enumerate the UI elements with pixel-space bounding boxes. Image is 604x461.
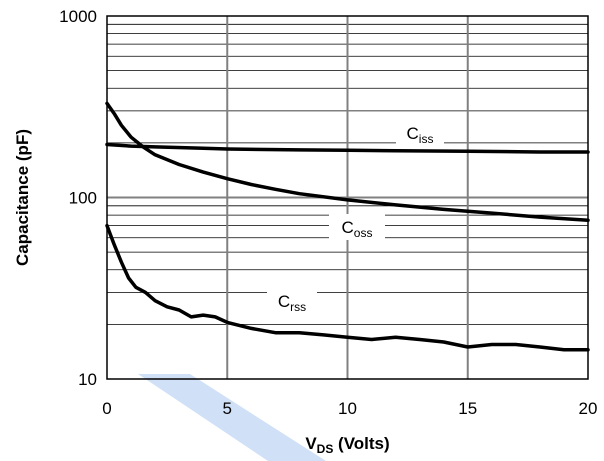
y-tick-label: 10 — [78, 370, 97, 389]
x-tick-label: 0 — [102, 399, 111, 418]
x-tick-label: 10 — [338, 399, 357, 418]
series-line-coss — [105, 101, 590, 222]
major-gridlines — [107, 16, 588, 379]
x-axis-title-rest: (Volts) — [333, 434, 389, 453]
curve-label-box-ciss — [396, 120, 444, 146]
x-tick-labels: 0 5 10 15 20 — [102, 399, 597, 418]
y-axis-title: Capacitance (pF) — [13, 129, 32, 266]
curve-label-main: C — [278, 292, 290, 311]
curve-label-main: C — [342, 218, 354, 237]
x-axis-title-main: V — [305, 434, 317, 453]
x-tick-label: 5 — [223, 399, 232, 418]
plot-frame — [106, 15, 589, 380]
watermark-stripe — [138, 374, 326, 461]
x-axis-title: VDS (Volts) — [305, 434, 389, 456]
curve-label-ciss: Ciss — [407, 124, 434, 146]
x-axis-title-subscript: DS — [317, 442, 334, 456]
curve-label-subscript: oss — [354, 226, 373, 240]
x-tick-label: 15 — [458, 399, 477, 418]
y-tick-label: 1000 — [59, 7, 97, 26]
curve-label-main: C — [407, 124, 419, 143]
curve-label-box-crss — [267, 288, 317, 314]
series-line-ciss — [105, 142, 590, 154]
curve-label-crss: Crss — [278, 292, 306, 314]
curve-label-subscript: rss — [290, 300, 306, 314]
curve-label-coss: Coss — [342, 218, 373, 240]
curve-label-subscript: iss — [419, 132, 434, 146]
x-tick-label: 20 — [579, 399, 598, 418]
series-line-crss — [105, 223, 590, 352]
curve-label-box-coss — [329, 214, 385, 240]
y-tick-labels: 10 100 1000 — [59, 7, 97, 389]
y-tick-label: 100 — [69, 189, 97, 208]
series-lines — [105, 101, 590, 352]
